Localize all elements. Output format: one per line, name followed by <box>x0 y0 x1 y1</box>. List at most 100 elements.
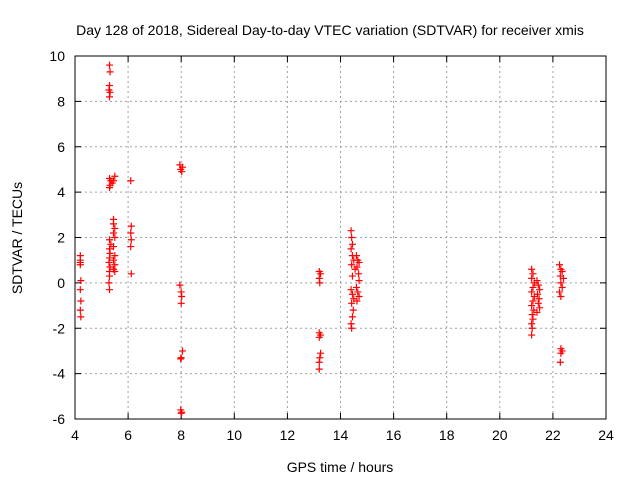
data-point <box>348 324 356 332</box>
data-point <box>353 263 361 271</box>
data-point <box>127 270 135 278</box>
data-point <box>557 349 565 357</box>
data-point <box>557 292 565 300</box>
data-point <box>109 229 117 237</box>
data-point <box>558 283 566 291</box>
data-point <box>316 279 324 287</box>
y-tick-label: -4 <box>53 366 66 382</box>
data-point <box>353 297 361 305</box>
data-point <box>109 177 117 185</box>
data-point <box>528 302 536 310</box>
data-point <box>557 279 565 287</box>
data-point <box>105 279 113 287</box>
data-point <box>106 286 114 294</box>
data-point <box>529 315 537 323</box>
data-point <box>111 252 119 260</box>
data-point <box>77 297 85 305</box>
data-point <box>349 306 357 314</box>
data-point <box>529 297 537 305</box>
data-point <box>77 277 85 285</box>
x-tick-label: 16 <box>386 427 402 443</box>
data-point <box>355 270 363 278</box>
y-tick-label: 8 <box>57 93 65 109</box>
y-tick-label: 0 <box>57 275 65 291</box>
data-point <box>111 172 119 180</box>
data-point <box>533 277 541 285</box>
data-point <box>529 270 537 278</box>
x-tick-label: 14 <box>333 427 349 443</box>
data-point <box>528 331 536 339</box>
y-tick-label: 4 <box>57 184 65 200</box>
data-point <box>179 347 187 355</box>
mark-layer <box>76 61 568 417</box>
x-tick-label: 18 <box>439 427 455 443</box>
data-point <box>76 306 84 314</box>
data-point <box>347 286 355 294</box>
data-point <box>529 283 537 291</box>
data-point <box>352 252 360 260</box>
data-point <box>76 286 84 294</box>
chart-title: Day 128 of 2018, Sidereal Day-to-day VTE… <box>76 22 584 38</box>
data-point <box>556 358 564 366</box>
data-point <box>354 288 362 296</box>
data-point <box>177 299 185 307</box>
data-point <box>177 355 185 363</box>
data-point <box>127 229 135 237</box>
data-point <box>315 333 323 341</box>
y-tick-label: -2 <box>53 320 66 336</box>
data-point <box>315 365 323 373</box>
data-point <box>534 281 542 289</box>
y-axis-label: SDTVAR / TECUs <box>9 182 25 294</box>
x-tick-label: 4 <box>71 427 79 443</box>
data-point <box>105 258 113 266</box>
x-axis-label: GPS time / hours <box>287 459 394 475</box>
data-point <box>355 292 363 300</box>
data-point <box>106 272 114 280</box>
data-point <box>348 240 356 248</box>
data-point <box>77 313 85 321</box>
data-point <box>528 288 536 296</box>
y-tick-label: 6 <box>57 139 65 155</box>
x-tick-label: 8 <box>177 427 185 443</box>
x-tick-label: 22 <box>545 427 561 443</box>
data-point <box>528 274 536 282</box>
data-point <box>127 236 135 244</box>
data-point <box>347 227 355 235</box>
data-point <box>348 234 356 241</box>
data-point <box>528 265 536 273</box>
data-point <box>315 358 323 366</box>
x-tick-label: 20 <box>492 427 508 443</box>
data-point <box>347 245 355 253</box>
data-point <box>111 261 119 269</box>
data-point <box>534 290 542 298</box>
data-point <box>106 68 114 76</box>
data-point <box>109 243 117 251</box>
data-point <box>355 277 363 285</box>
x-tick-label: 6 <box>124 427 132 443</box>
data-point <box>178 292 186 300</box>
data-point <box>106 61 114 69</box>
data-point <box>106 93 114 101</box>
data-point <box>177 409 185 417</box>
data-point <box>556 261 564 269</box>
y-tick-label: 10 <box>49 48 65 64</box>
data-point <box>348 290 356 298</box>
data-point <box>352 283 360 291</box>
data-point <box>556 288 564 296</box>
data-point <box>535 295 543 303</box>
x-tick-label: 24 <box>598 427 614 443</box>
data-point <box>317 349 325 357</box>
data-point <box>528 324 536 332</box>
data-point <box>109 220 117 228</box>
data-point <box>317 270 325 278</box>
data-point <box>127 177 135 185</box>
data-point <box>178 168 186 176</box>
data-point <box>176 281 184 289</box>
data-point <box>76 261 84 269</box>
data-point <box>109 256 117 264</box>
data-point <box>536 304 544 312</box>
data-point <box>348 272 356 280</box>
data-point <box>558 268 566 276</box>
data-point <box>560 274 568 282</box>
